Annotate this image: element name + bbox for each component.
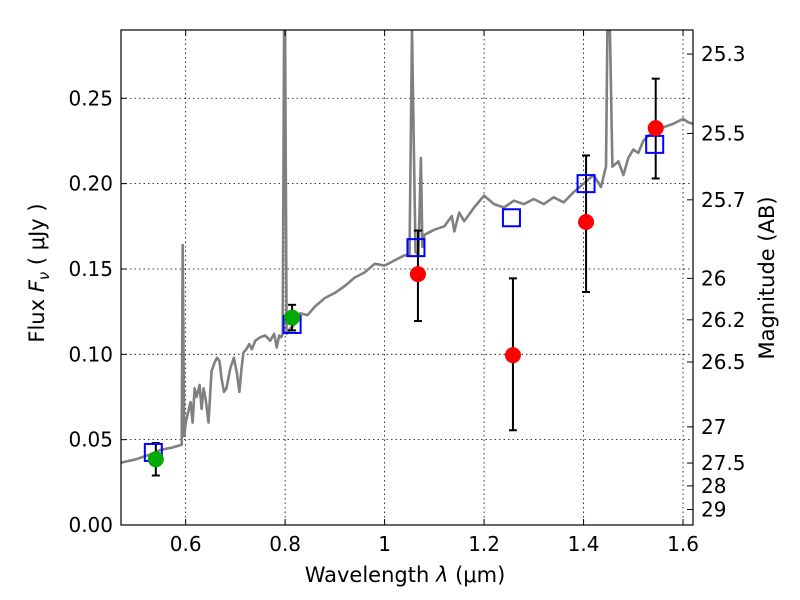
model-band-square [406, 238, 426, 258]
axes-layer [120, 29, 694, 526]
y-axis-label: Flux Fν ( μJy ) [25, 203, 53, 342]
y-tick-label: 0.00 [68, 513, 113, 537]
spectrum-layer [121, 30, 693, 464]
data-point [578, 214, 595, 231]
mag-tick-label: 27 [701, 415, 726, 439]
x-tick-label: 0.8 [269, 532, 301, 556]
y-tick-label: 0.20 [68, 172, 113, 196]
x-tick-label: 0.6 [170, 532, 202, 556]
model-band-square [576, 174, 596, 194]
x-axis-label: Wavelength λ (μm) [305, 563, 506, 587]
mag-tick-label: 27.5 [701, 451, 746, 475]
x-tick-label: 1.4 [568, 532, 600, 556]
right-axis-label: Magnitude (AB) [755, 196, 779, 359]
data-point [409, 266, 426, 283]
spectrum-line [121, 30, 693, 464]
mag-tick-label: 26.2 [701, 308, 746, 332]
x-tick-label: 1.6 [667, 532, 699, 556]
tick-layer: 0.6 0.8 1 1.2 1.4 1.6 0.00 0.05 0.10 0.15 0.20 0.25… [68, 30, 746, 556]
model-band-square [501, 208, 521, 228]
y-tick-label: 0.25 [68, 86, 113, 110]
data-point [504, 347, 521, 364]
mag-tick-label: 25.7 [701, 188, 746, 212]
mag-tick-label: 25.5 [701, 121, 746, 145]
data-point [147, 451, 164, 468]
plot-frame [120, 29, 694, 526]
mag-tick-label: 26 [701, 266, 726, 290]
mag-tick-label: 28 [701, 474, 726, 498]
mag-tick-label: 26.5 [701, 350, 746, 374]
y-tick-label: 0.05 [68, 428, 113, 452]
y-tick-label: 0.15 [68, 257, 113, 281]
data-point [284, 309, 301, 326]
y-tick-label: 0.10 [68, 342, 113, 366]
mag-tick-label: 29 [701, 497, 726, 521]
x-tick-label: 1.2 [468, 532, 500, 556]
data-point [647, 120, 664, 137]
mag-tick-label: 25.3 [701, 42, 746, 66]
x-tick-label: 1 [378, 532, 391, 556]
marker-layer [143, 77, 665, 477]
